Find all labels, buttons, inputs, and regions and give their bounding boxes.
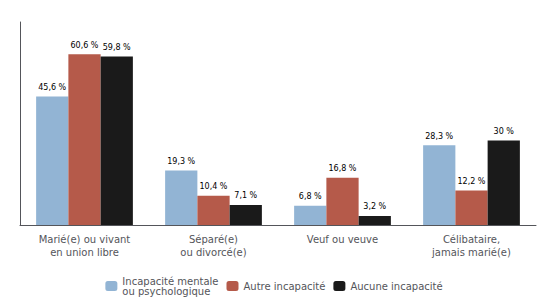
svg-text:Célibataire,: Célibataire, — [443, 234, 500, 245]
svg-text:3,2 %: 3,2 % — [363, 202, 386, 211]
svg-text:Autre incapacité: Autre incapacité — [243, 281, 325, 292]
svg-text:16,8 %: 16,8 % — [329, 164, 357, 173]
svg-text:Incapacité mentale: Incapacité mentale — [122, 275, 219, 287]
svg-text:10,4 %: 10,4 % — [200, 182, 228, 191]
svg-text:60,6 %: 60,6 % — [71, 41, 99, 50]
svg-text:Veuf ou veuve: Veuf ou veuve — [307, 234, 378, 245]
svg-text:59,8 %: 59,8 % — [103, 43, 131, 52]
svg-text:7,1 %: 7,1 % — [234, 191, 257, 200]
svg-text:Séparé(e): Séparé(e) — [189, 234, 238, 245]
svg-text:28,3 %: 28,3 % — [425, 132, 453, 141]
svg-text:30 %: 30 % — [494, 127, 515, 136]
svg-text:45,6 %: 45,6 % — [38, 83, 66, 92]
svg-text:19,3 %: 19,3 % — [167, 157, 195, 166]
svg-text:en union libre: en union libre — [50, 247, 119, 258]
svg-text:12,2 %: 12,2 % — [458, 177, 486, 186]
svg-text:Aucune incapacité: Aucune incapacité — [350, 281, 442, 292]
svg-text:Marié(e) ou vivant: Marié(e) ou vivant — [39, 234, 131, 245]
svg-text:6,8 %: 6,8 % — [299, 192, 322, 201]
svg-text:jamais marié(e): jamais marié(e) — [431, 247, 511, 258]
svg-text:ou psychologique: ou psychologique — [122, 286, 210, 297]
svg-text:ou divorcé(e): ou divorcé(e) — [180, 247, 246, 258]
